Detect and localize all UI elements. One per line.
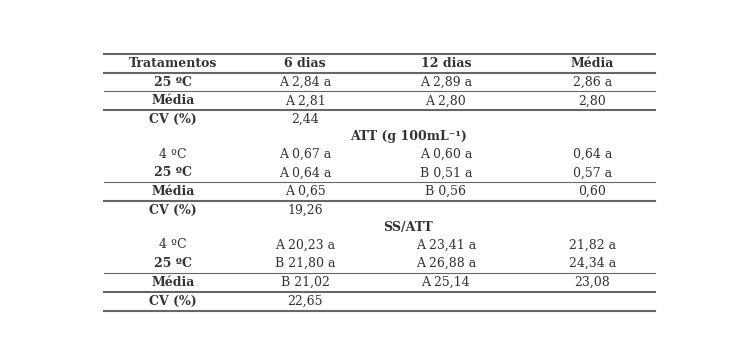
Text: CV (%): CV (%) xyxy=(149,204,197,217)
Text: 25 ºC: 25 ºC xyxy=(154,76,192,88)
Text: B 21,80 a: B 21,80 a xyxy=(275,257,336,270)
Text: CV (%): CV (%) xyxy=(149,295,197,308)
Text: A 2,89 a: A 2,89 a xyxy=(419,76,472,88)
Text: 2,80: 2,80 xyxy=(579,94,606,107)
Text: A 25,14: A 25,14 xyxy=(422,276,470,289)
Text: 12 dias: 12 dias xyxy=(421,57,471,70)
Text: B 0,56: B 0,56 xyxy=(425,185,466,198)
Text: 0,60: 0,60 xyxy=(578,185,606,198)
Text: CV (%): CV (%) xyxy=(149,113,197,126)
Text: B 21,02: B 21,02 xyxy=(281,276,330,289)
Text: 4 ºC: 4 ºC xyxy=(159,147,187,161)
Text: A 0,64 a: A 0,64 a xyxy=(279,166,331,179)
Text: 23,08: 23,08 xyxy=(574,276,610,289)
Text: Tratamentos: Tratamentos xyxy=(129,57,217,70)
Text: A 0,67 a: A 0,67 a xyxy=(279,147,331,161)
Text: 19,26: 19,26 xyxy=(288,204,323,217)
Text: Média: Média xyxy=(571,57,614,70)
Text: Média: Média xyxy=(151,94,195,107)
Text: A 23,41 a: A 23,41 a xyxy=(416,238,476,251)
Text: 22,65: 22,65 xyxy=(288,295,323,308)
Text: 25 ºC: 25 ºC xyxy=(154,257,192,270)
Text: Média: Média xyxy=(151,185,195,198)
Text: A 0,60 a: A 0,60 a xyxy=(419,147,472,161)
Text: A 20,23 a: A 20,23 a xyxy=(275,238,335,251)
Text: 25 ºC: 25 ºC xyxy=(154,166,192,179)
Text: A 2,80: A 2,80 xyxy=(425,94,466,107)
Text: 21,82 a: 21,82 a xyxy=(568,238,616,251)
Text: ATT (g 100mL⁻¹): ATT (g 100mL⁻¹) xyxy=(350,130,467,143)
Text: 4 ºC: 4 ºC xyxy=(159,238,187,251)
Text: 6 dias: 6 dias xyxy=(285,57,326,70)
Text: A 2,84 a: A 2,84 a xyxy=(279,76,331,88)
Text: 0,57 a: 0,57 a xyxy=(573,166,612,179)
Text: 2,44: 2,44 xyxy=(291,113,319,126)
Text: B 0,51 a: B 0,51 a xyxy=(419,166,472,179)
Text: 0,64 a: 0,64 a xyxy=(573,147,612,161)
Text: Média: Média xyxy=(151,276,195,289)
Text: 24,34 a: 24,34 a xyxy=(568,257,616,270)
Text: A 2,81: A 2,81 xyxy=(285,94,325,107)
Text: A 26,88 a: A 26,88 a xyxy=(416,257,476,270)
Text: 2,86 a: 2,86 a xyxy=(573,76,612,88)
Text: SS/ATT: SS/ATT xyxy=(384,221,433,234)
Text: A 0,65: A 0,65 xyxy=(285,185,325,198)
